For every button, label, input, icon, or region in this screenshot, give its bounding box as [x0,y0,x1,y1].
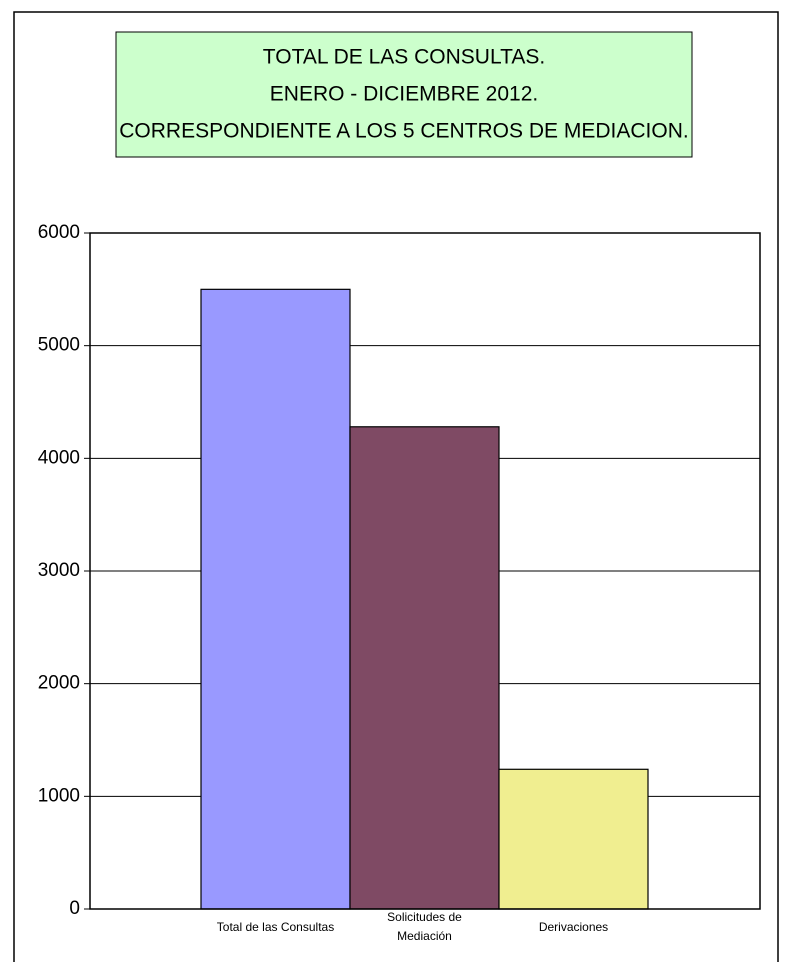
title-box [115,31,693,158]
y-tick-label: 6000 [38,222,80,243]
x-tick-label: Solicitudes de Mediación [387,910,462,943]
bar [498,768,649,910]
bar [349,426,500,910]
x-tick-label: Total de las Consultas [216,920,335,934]
y-tick-label: 0 [69,898,80,919]
chart-title: TOTAL DE LAS CONSULTAS. [263,46,545,69]
y-tick-label: 3000 [38,560,80,581]
x-tick-label: Derivaciones [538,920,609,934]
bar [200,288,351,910]
y-tick-label: 1000 [38,785,80,806]
chart-title: ENERO - DICIEMBRE 2012. [270,83,538,106]
y-tick-label: 4000 [38,447,80,468]
chart-border [13,11,779,962]
plot-frame [89,232,761,910]
y-tick-label: 5000 [38,335,80,356]
chart-title: CORRESPONDIENTE A LOS 5 CENTROS DE MEDIA… [119,120,688,143]
y-tick-label: 2000 [38,673,80,694]
